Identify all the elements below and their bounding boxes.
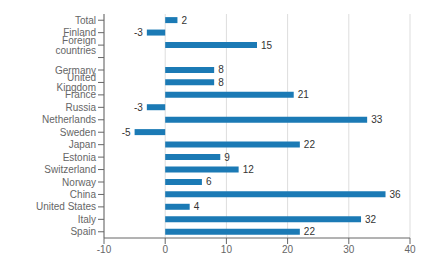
svg-text:-5: -5 — [122, 127, 131, 138]
svg-text:Japan: Japan — [69, 139, 96, 150]
svg-text:33: 33 — [371, 114, 383, 125]
svg-text:6: 6 — [206, 176, 212, 187]
svg-text:8: 8 — [218, 77, 224, 88]
svg-text:Russia: Russia — [65, 102, 96, 113]
svg-text:Estonia: Estonia — [63, 152, 97, 163]
svg-text:2: 2 — [181, 15, 187, 26]
svg-text:22: 22 — [304, 139, 316, 150]
svg-text:4: 4 — [194, 201, 200, 212]
svg-text:-3: -3 — [134, 27, 143, 38]
svg-text:Italy: Italy — [78, 214, 96, 225]
svg-text:10: 10 — [221, 244, 233, 255]
svg-text:-3: -3 — [134, 102, 143, 113]
svg-text:12: 12 — [243, 164, 255, 175]
svg-text:Netherlands: Netherlands — [42, 114, 96, 125]
svg-text:-10: -10 — [97, 244, 112, 255]
svg-text:Total: Total — [75, 15, 96, 26]
svg-text:Switzerland: Switzerland — [44, 164, 96, 175]
svg-text:22: 22 — [304, 226, 316, 237]
svg-text:France: France — [65, 89, 97, 100]
svg-text:36: 36 — [390, 189, 402, 200]
svg-text:40: 40 — [404, 244, 416, 255]
svg-text:Norway: Norway — [62, 177, 96, 188]
svg-text:Spain: Spain — [70, 226, 96, 237]
svg-text:China: China — [70, 189, 97, 200]
svg-text:0: 0 — [162, 244, 168, 255]
svg-text:Sweden: Sweden — [60, 127, 96, 138]
svg-text:15: 15 — [261, 40, 273, 51]
svg-text:Foreigncountries: Foreigncountries — [55, 35, 96, 56]
svg-text:United States: United States — [36, 201, 96, 212]
svg-text:20: 20 — [282, 244, 294, 255]
svg-text:9: 9 — [224, 152, 230, 163]
svg-text:30: 30 — [343, 244, 355, 255]
svg-text:8: 8 — [218, 64, 224, 75]
svg-text:32: 32 — [365, 214, 377, 225]
svg-text:21: 21 — [298, 89, 310, 100]
